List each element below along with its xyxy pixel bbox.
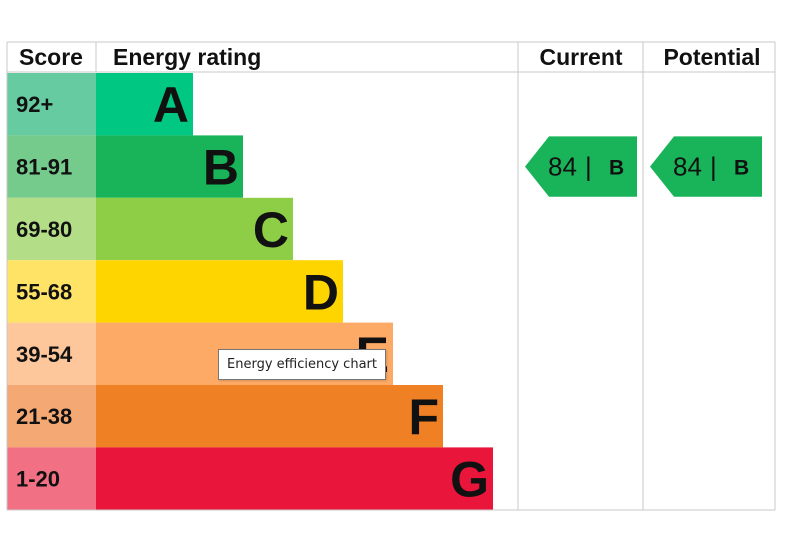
score-label-b: 81-91 (16, 155, 72, 180)
potential-value: 84 (673, 152, 702, 182)
band-bar-f (96, 385, 443, 448)
score-cell-a (7, 73, 96, 136)
band-bar-d (96, 260, 343, 323)
header-potential: Potential (663, 44, 760, 70)
potential-band: B (734, 157, 749, 180)
band-bar-c (96, 197, 293, 261)
current-pointer (525, 136, 637, 197)
potential-pointer (650, 136, 762, 197)
potential-separator: | (710, 152, 717, 182)
current-separator: | (585, 152, 592, 182)
band-letter-g: G (450, 452, 489, 508)
score-label-f: 21-38 (16, 404, 72, 429)
header-score: Score (19, 44, 83, 70)
rating-pointers: 84 | B 84 | B (525, 136, 762, 197)
current-value: 84 (548, 152, 577, 182)
table-grid (6, 41, 776, 511)
score-label-d: 55-68 (16, 279, 72, 304)
band-letter-f: F (408, 389, 439, 445)
score-label-e: 39-54 (16, 342, 73, 367)
band-bar-b (96, 135, 243, 198)
score-cell-e (7, 322, 96, 385)
score-cell-b (7, 135, 96, 198)
score-label-a: 92+ (16, 92, 53, 117)
column-headers: Score Energy rating Current Potential (19, 44, 761, 70)
score-cell-c (7, 197, 96, 261)
band-letter-a: A (153, 77, 189, 133)
score-label-c: 69-80 (16, 217, 72, 242)
band-letter-c: C (253, 202, 289, 258)
band-bar-a (96, 73, 193, 136)
chart-tooltip: Energy efficiency chart (218, 349, 386, 380)
header-energy-rating: Energy rating (113, 44, 261, 70)
score-label-g: 1-20 (16, 467, 60, 492)
score-cell-d (7, 260, 96, 323)
current-band: B (609, 157, 624, 180)
band-letter-d: D (303, 264, 339, 320)
score-cell-f (7, 385, 96, 448)
band-bar-g (96, 447, 493, 510)
header-current: Current (539, 44, 622, 70)
band-letter-b: B (203, 140, 239, 196)
score-cell-g (7, 447, 96, 510)
